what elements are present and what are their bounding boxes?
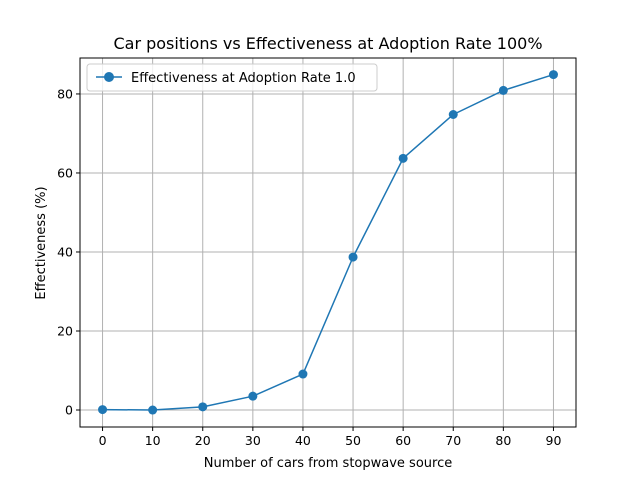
x-tick-label: 0 [99,433,107,448]
x-tick-label: 30 [245,433,261,448]
x-tick-label: 80 [495,433,511,448]
axes-frame [79,57,577,428]
x-tick-label: 40 [295,433,311,448]
y-axis-label: Effectiveness (%) [34,186,49,299]
x-tick-label: 60 [395,433,411,448]
data-point [98,405,108,415]
x-axis-ticks: 0 10 20 30 40 50 60 70 80 90 [99,427,562,448]
x-tick-label: 10 [145,433,161,448]
x-tick-label: 50 [345,433,361,448]
y-tick-label: 40 [57,244,73,259]
legend-entry-label: Effectiveness at Adoption Rate 1.0 [131,71,356,86]
x-tick-label: 20 [195,433,211,448]
grid-lines [80,58,576,427]
series-layer [98,70,558,415]
y-tick-label: 0 [65,403,73,418]
y-tick-label: 80 [57,86,73,101]
y-tick-label: 60 [57,165,73,180]
x-axis-label: Number of cars from stopwave source [204,456,452,471]
data-point [198,402,208,412]
data-point [448,109,458,119]
x-tick-label: 90 [546,433,562,448]
series-line [102,73,554,411]
data-point [248,391,258,401]
data-point [148,405,158,415]
y-tick-label: 20 [57,323,73,338]
x-tick-label: 70 [445,433,461,448]
data-point [548,70,558,80]
chart-title: Car positions vs Effectiveness at Adopti… [113,34,542,53]
legend: Effectiveness at Adoption Rate 1.0 [86,63,378,92]
data-point [398,153,408,163]
data-point [498,85,508,95]
data-point [298,369,308,379]
legend-box [86,63,378,92]
legend-marker-swatch [104,72,114,82]
data-point [348,252,358,262]
y-axis-ticks: 0 20 40 60 80 [57,86,80,418]
